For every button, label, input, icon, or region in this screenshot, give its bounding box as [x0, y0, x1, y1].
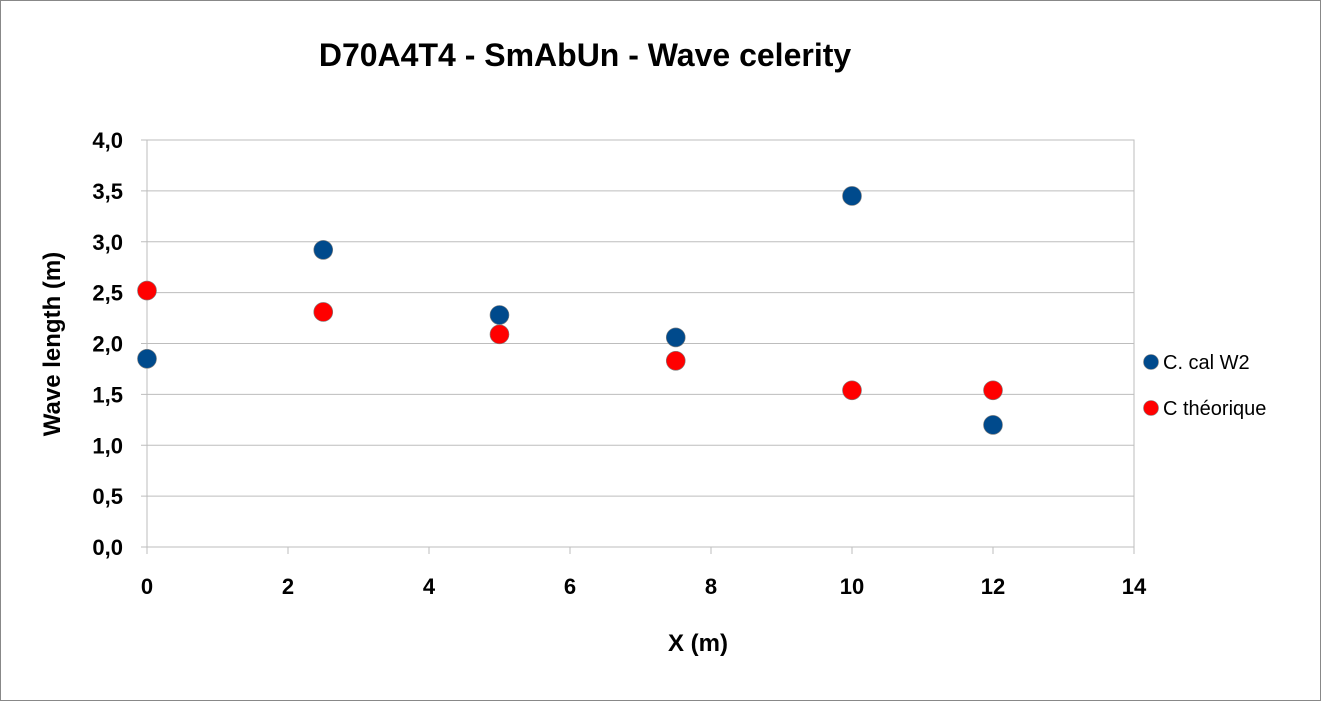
- y-tick-label: 4,0: [92, 128, 123, 153]
- y-tick-label: 3,5: [92, 179, 123, 204]
- data-point-c-cal-w2: [137, 348, 157, 369]
- data-point-c-theorique: [842, 380, 862, 401]
- data-point-c-cal-w2: [313, 240, 334, 260]
- x-tick-labels: 0 2 4 6 8 10 12 14: [141, 574, 1147, 599]
- y-tick-label: 3,0: [92, 230, 123, 255]
- grid-lines: [147, 139, 1134, 497]
- y-tick-label: 1,5: [92, 382, 123, 407]
- y-tick-label: 1,0: [92, 433, 123, 458]
- data-point-c-cal-w2: [842, 186, 862, 206]
- data-point-c-theorique: [983, 380, 1003, 401]
- x-tick-label: 12: [981, 574, 1005, 599]
- x-tick-label: 10: [840, 574, 864, 599]
- legend: C. cal W2 C théorique: [1143, 352, 1266, 420]
- y-axis-title: Wave length (m): [39, 252, 66, 436]
- y-tick-label: 0,0: [92, 535, 123, 560]
- y-tick-label: 0,5: [92, 484, 123, 509]
- x-tick-label: 0: [141, 574, 153, 599]
- y-tick-label: 2,0: [92, 332, 123, 357]
- x-axis-title: X (m): [668, 630, 728, 657]
- data-point-c-cal-w2: [983, 415, 1003, 435]
- x-tick-label: 4: [423, 574, 436, 599]
- legend-label: C. cal W2: [1163, 352, 1250, 374]
- x-tick-label: 8: [705, 574, 717, 599]
- legend-marker: [1143, 354, 1159, 370]
- y-tick-labels: 0,0 0,5 1,0 1,5 2,0 2,5 3,0 3,5 4,0: [92, 128, 123, 560]
- x-tick-label: 14: [1122, 574, 1147, 599]
- legend-label: C théorique: [1163, 398, 1266, 420]
- data-points: [137, 186, 1003, 435]
- data-point-c-theorique: [489, 324, 510, 345]
- data-point-c-cal-w2: [665, 327, 686, 348]
- x-tick-label: 6: [564, 574, 576, 599]
- data-point-c-theorique: [665, 350, 686, 371]
- legend-marker: [1143, 400, 1159, 416]
- x-tick-label: 2: [282, 574, 294, 599]
- axes: [141, 139, 1135, 554]
- chart-title: D70A4T4 - SmAbUn - Wave celerity: [319, 37, 852, 73]
- y-tick-label: 2,5: [92, 281, 123, 306]
- data-point-c-theorique: [137, 280, 157, 301]
- data-point-c-theorique: [313, 302, 334, 322]
- data-point-c-cal-w2: [489, 305, 510, 325]
